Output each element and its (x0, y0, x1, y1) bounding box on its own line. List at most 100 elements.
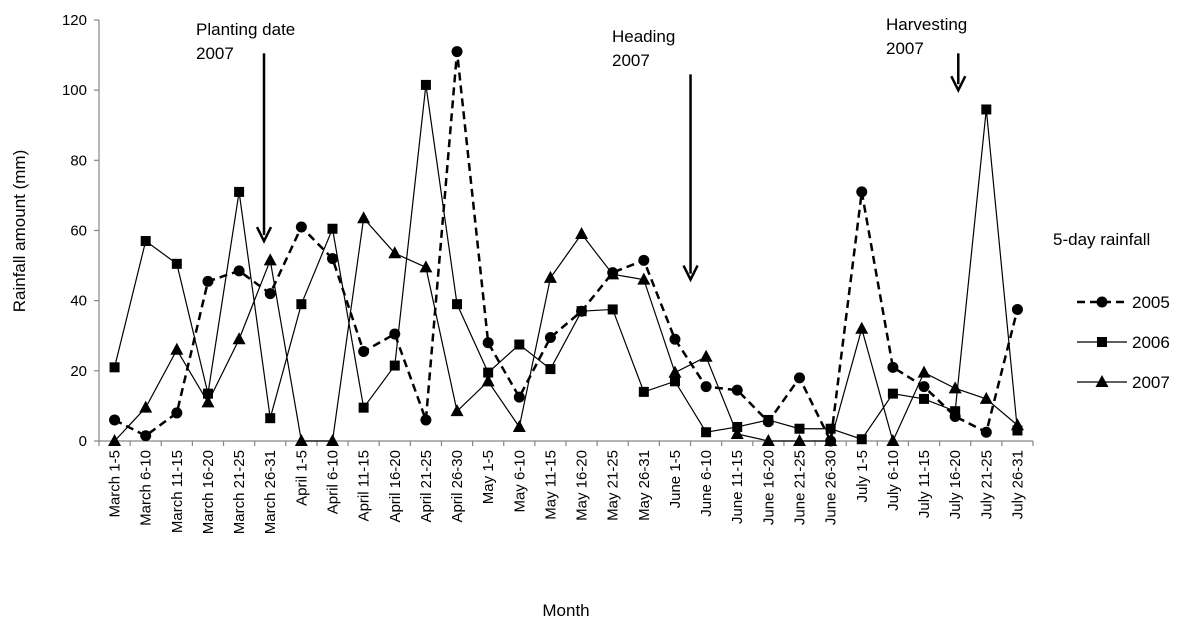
x-tick-label: March 26-31 (262, 450, 279, 534)
data-point-2007 (886, 434, 900, 446)
x-tick-label: June 1-5 (667, 450, 684, 508)
x-tick-label: May 1-5 (480, 450, 497, 504)
data-point-2007 (232, 332, 246, 345)
data-point-2005 (731, 384, 743, 396)
y-tick-label: 60 (70, 223, 87, 240)
series-line-2005 (114, 51, 1019, 446)
data-point-2005 (607, 267, 619, 279)
data-point-2007 (450, 404, 464, 417)
data-point-2006 (732, 421, 743, 432)
data-point-2006 (981, 104, 992, 115)
x-tick-label: May 26-31 (636, 450, 653, 521)
data-point-2006 (607, 304, 618, 315)
data-point-2005 (420, 414, 432, 426)
x-tick-label: July 11-15 (916, 450, 933, 518)
annotation-0: Planting date 2007 (196, 20, 295, 244)
legend-title: 5-day rainfall (1053, 230, 1150, 249)
x-tick-label: April 6-10 (325, 450, 342, 514)
series-line-2007 (114, 216, 1018, 443)
y-tick-label: 100 (62, 82, 87, 99)
series-2007 (108, 211, 1024, 446)
series-2005 (109, 46, 1023, 447)
data-point-2007 (294, 434, 308, 446)
data-point-2006 (669, 376, 680, 387)
legend-label: 2005 (1132, 293, 1170, 312)
legend-marker (1097, 337, 1107, 347)
data-point-2005 (544, 332, 556, 344)
x-tick-label: July 26-31 (1009, 450, 1026, 519)
data-point-2007 (699, 349, 713, 362)
x-tick-label: June 6-10 (698, 450, 715, 517)
data-point-2007 (979, 391, 993, 404)
x-tick-label: April 21-25 (418, 450, 435, 523)
legend-label: 2007 (1132, 373, 1170, 392)
data-point-2006 (887, 388, 898, 399)
y-tick-label: 80 (70, 152, 87, 169)
data-point-2007 (481, 374, 495, 387)
x-tick-label: July 21-25 (978, 450, 995, 519)
y-tick-label: 0 (79, 433, 87, 450)
data-point-2006 (327, 223, 338, 234)
data-point-2006 (296, 299, 307, 310)
data-point-2006 (794, 423, 805, 434)
data-point-2005 (887, 361, 899, 373)
x-tick-label: July 1-5 (854, 450, 871, 503)
axes: 0 20 40 60 80 100 120 March 1-5 March 6-10 March … (62, 12, 1034, 534)
legend-marker (1096, 296, 1108, 308)
data-point-2005 (918, 381, 930, 393)
x-tick-label: May 6-10 (511, 450, 528, 513)
legend-item-2007: 2007 (1077, 373, 1170, 392)
data-point-2007 (948, 381, 962, 394)
annotation-2: Harvesting 2007 (886, 15, 967, 93)
x-tick-label: April 26-30 (449, 450, 466, 523)
data-point-2007 (419, 260, 433, 273)
x-tick-label: March 11-15 (169, 450, 186, 533)
data-point-2006 (109, 362, 120, 373)
data-point-2007 (139, 400, 153, 413)
y-tick-label: 20 (70, 363, 87, 380)
legend-item-2006: 2006 (1077, 333, 1170, 352)
data-point-2007 (543, 270, 557, 283)
data-point-2006 (420, 79, 431, 90)
data-point-2007 (108, 434, 122, 446)
x-tick-label: May 16-20 (574, 450, 591, 521)
data-point-2005 (451, 46, 463, 58)
x-tick-label: March 6-10 (138, 450, 155, 526)
annotation-text: Harvesting (886, 15, 967, 34)
data-point-2005 (980, 426, 992, 438)
x-tick-label: May 21-25 (605, 450, 622, 521)
annotation-text: 2007 (196, 44, 234, 63)
legend-item-2005: 2005 (1077, 293, 1170, 312)
data-point-2006 (514, 339, 525, 350)
data-point-2007 (575, 227, 589, 240)
data-point-2006 (638, 386, 649, 397)
x-tick-label: March 16-20 (200, 450, 217, 534)
data-point-2005 (794, 372, 805, 384)
data-point-2006 (856, 434, 867, 445)
data-point-2006 (234, 186, 245, 197)
data-point-2005 (389, 328, 401, 340)
data-point-2005 (638, 254, 650, 266)
data-point-2007 (263, 253, 277, 266)
data-point-2007 (637, 272, 651, 285)
y-tick-label: 120 (62, 12, 87, 29)
data-point-2007 (855, 321, 869, 334)
x-tick-label: June 11-15 (729, 450, 746, 524)
x-tick-label: June 26-30 (823, 450, 840, 525)
y-axis-title: Rainfall amount (mm) (10, 150, 29, 313)
series-layer (108, 46, 1024, 447)
data-point-2006 (483, 367, 494, 378)
annotation-text: Planting date (196, 20, 295, 39)
data-point-2006 (389, 360, 400, 371)
data-point-2005 (1011, 303, 1023, 315)
data-point-2006 (545, 364, 556, 375)
data-point-2006 (171, 258, 182, 269)
data-point-2005 (140, 430, 152, 442)
data-point-2005 (762, 416, 774, 428)
data-point-2005 (513, 391, 525, 403)
data-point-2007 (512, 419, 526, 432)
data-point-2005 (202, 275, 214, 287)
data-point-2007 (668, 365, 682, 378)
data-point-2005 (700, 381, 712, 393)
